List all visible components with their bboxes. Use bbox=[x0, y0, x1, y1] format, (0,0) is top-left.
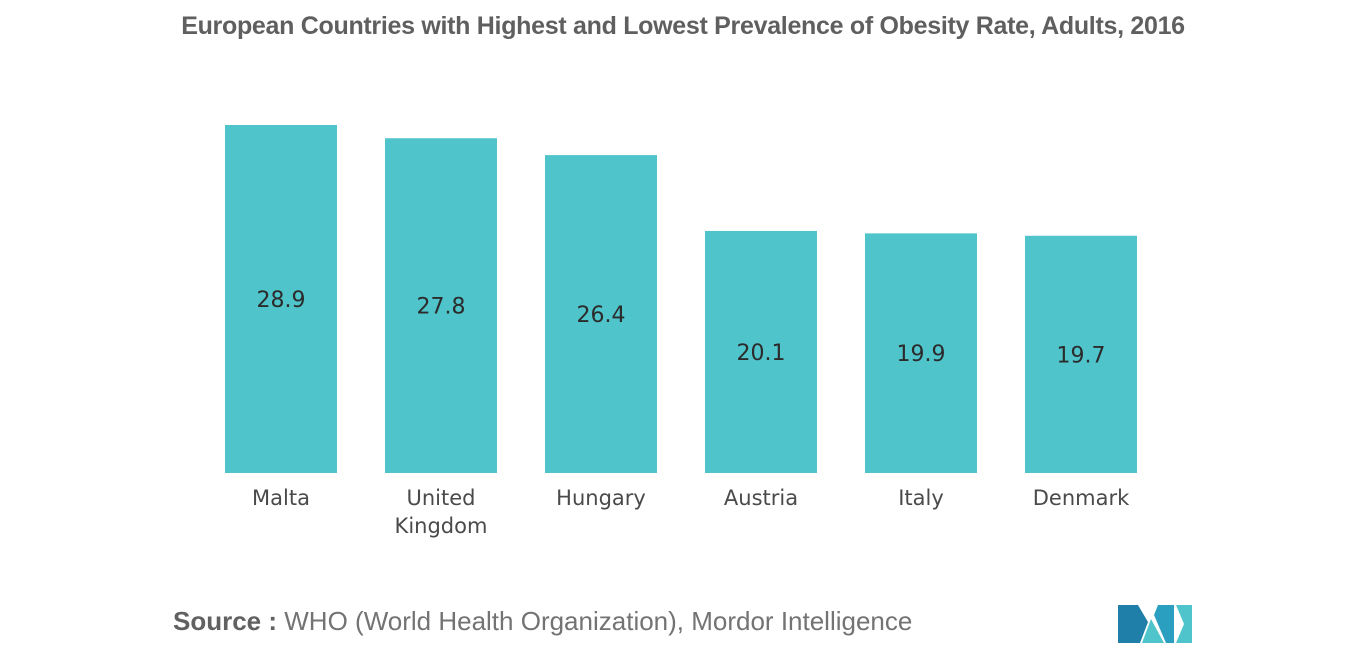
value-labels-layer: 28.9 27.8 26.4 20.1 19.9 19.7 bbox=[257, 288, 1106, 368]
bar-3 bbox=[705, 230, 817, 473]
mordor-intelligence-logo-icon bbox=[1118, 605, 1192, 643]
value-label-1: 27.8 bbox=[417, 295, 466, 320]
chart-title: European Countries with Highest and Lowe… bbox=[181, 12, 1185, 40]
value-label-0: 28.9 bbox=[257, 288, 306, 313]
category-label-0: Malta bbox=[252, 486, 310, 510]
value-label-3: 20.1 bbox=[737, 341, 786, 366]
bar-2 bbox=[545, 155, 657, 473]
source-note: Source : WHO (World Health Organization)… bbox=[173, 606, 912, 637]
value-label-2: 26.4 bbox=[577, 303, 626, 328]
category-label-1: United Kingdom bbox=[395, 486, 488, 538]
bar-5 bbox=[1025, 235, 1137, 473]
bar-4 bbox=[865, 233, 977, 473]
category-label-5: Denmark bbox=[1033, 486, 1130, 510]
bars-layer bbox=[225, 125, 1137, 474]
category-label-2: Hungary bbox=[556, 486, 646, 510]
category-labels-layer: Malta United Kingdom Hungary Austria Italy Den… bbox=[252, 486, 1130, 538]
category-label-4: Italy bbox=[898, 486, 944, 510]
value-label-4: 19.9 bbox=[897, 342, 946, 367]
source-text: WHO (World Health Organization), Mordor … bbox=[284, 606, 913, 636]
bar-1 bbox=[385, 138, 497, 474]
bar-0 bbox=[225, 125, 337, 473]
source-label: Source : bbox=[173, 606, 278, 636]
value-label-5: 19.7 bbox=[1057, 343, 1106, 368]
bar-chart: 28.9 27.8 26.4 20.1 19.9 19.7 Malta United King… bbox=[225, 125, 1137, 538]
category-label-3: Austria bbox=[724, 486, 798, 510]
